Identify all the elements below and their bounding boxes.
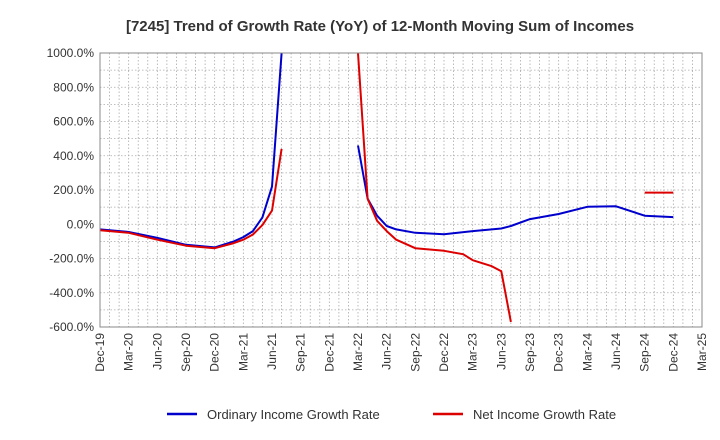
x-tick-label: Dec-23 xyxy=(552,333,566,372)
y-tick-label: 200.0% xyxy=(53,183,94,197)
series-line-1 xyxy=(100,53,283,249)
y-tick-label: -400.0% xyxy=(49,286,94,300)
y-tick-label: 600.0% xyxy=(53,115,94,129)
y-tick-label: 0.0% xyxy=(67,217,95,231)
y-tick-label: 800.0% xyxy=(53,80,94,94)
y-tick-label: 1000.0% xyxy=(47,46,95,60)
x-tick-label: Mar-22 xyxy=(351,333,365,371)
x-tick-label: Dec-19 xyxy=(93,333,107,372)
x-tick-label: Dec-21 xyxy=(322,333,336,372)
y-tick-label: 400.0% xyxy=(53,149,94,163)
legend-label-1: Ordinary Income Growth Rate xyxy=(207,407,380,422)
x-tick-label: Dec-22 xyxy=(437,333,451,372)
x-tick-label: Jun-20 xyxy=(150,333,164,370)
x-tick-label: Sep-21 xyxy=(294,333,308,372)
x-tick-label: Jun-23 xyxy=(494,333,508,370)
y-tick-label: -600.0% xyxy=(49,320,94,334)
x-tick-label: Mar-24 xyxy=(580,333,594,371)
legend-label-2: Net Income Growth Rate xyxy=(473,407,616,422)
x-tick-label: Jun-22 xyxy=(380,333,394,370)
series-layer xyxy=(100,53,674,323)
x-tick-label: Dec-24 xyxy=(666,333,680,372)
series-line-2 xyxy=(357,53,512,323)
x-tick-label: Sep-22 xyxy=(408,333,422,372)
axes: 1000.0% 800.0% 600.0% 400.0% 200.0% 0.0% -200.… xyxy=(47,46,709,372)
series-line-1 xyxy=(357,145,674,236)
legend: Ordinary Income Growth Rate Net Income Gr… xyxy=(167,407,616,422)
x-tick-label: Mar-23 xyxy=(466,333,480,371)
plot-border xyxy=(99,52,703,328)
x-tick-label: Mar-20 xyxy=(122,333,136,371)
x-tick-label: Sep-23 xyxy=(523,333,537,372)
chart-title: [7245] Trend of Growth Rate (YoY) of 12-… xyxy=(126,18,634,35)
x-tick-label: Sep-24 xyxy=(638,333,652,372)
x-tick-label: Mar-21 xyxy=(236,333,250,371)
y-tick-label: -200.0% xyxy=(49,252,94,266)
series-line-2 xyxy=(100,148,283,250)
x-tick-label: Sep-20 xyxy=(179,333,193,372)
grid-lines xyxy=(99,52,703,328)
x-tick-label: Jun-24 xyxy=(609,333,623,370)
x-tick-label: Dec-20 xyxy=(208,333,222,372)
x-tick-label: Jun-21 xyxy=(265,333,279,370)
x-tick-label: Mar-25 xyxy=(695,333,709,371)
